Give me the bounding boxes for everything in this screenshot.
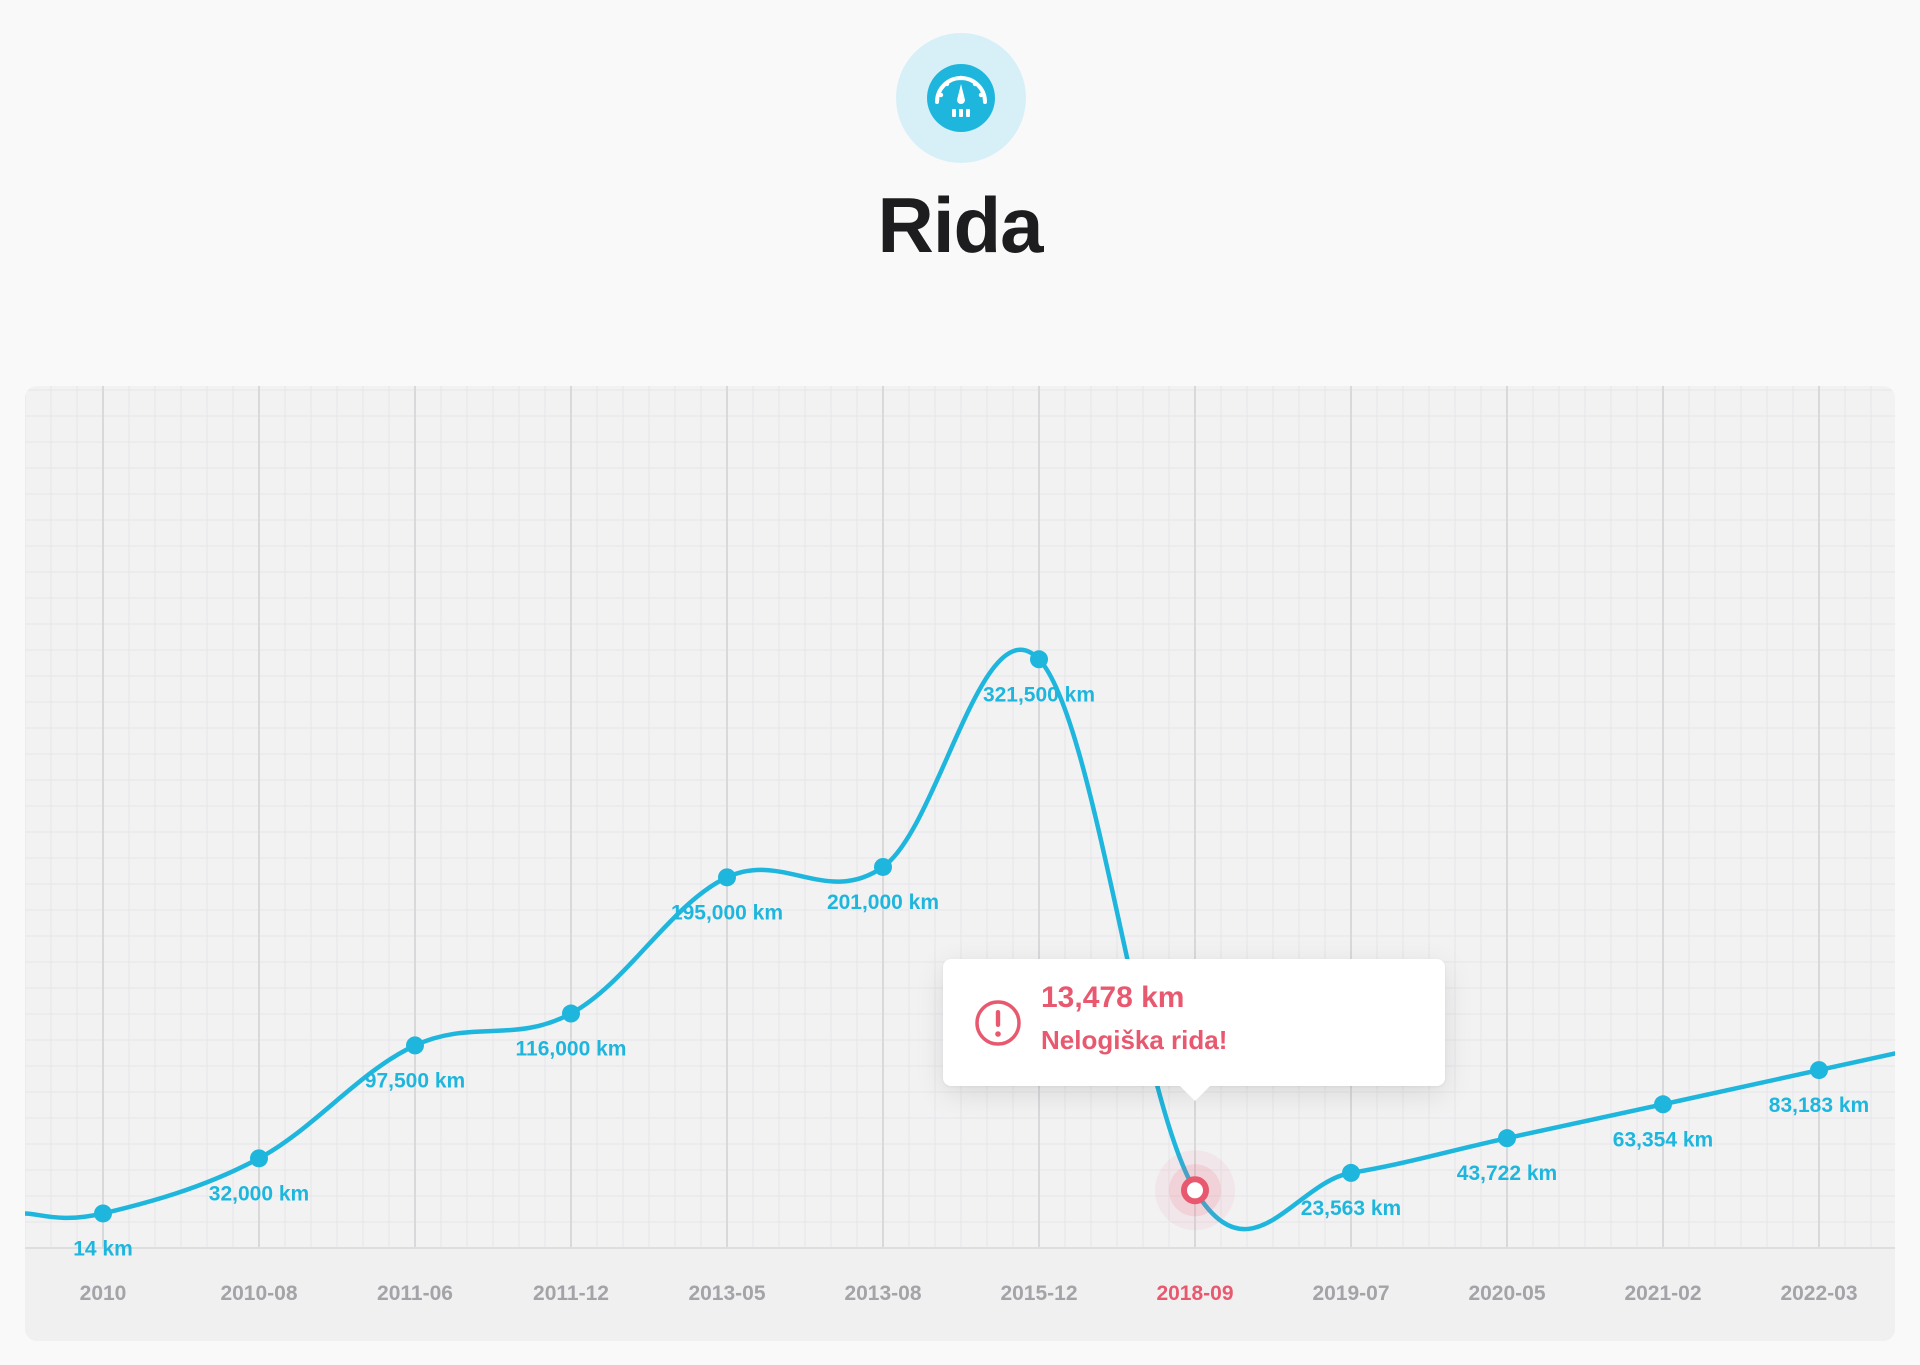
data-point	[1654, 1095, 1672, 1114]
x-tick-label: 2011-06	[377, 1282, 453, 1305]
data-label: 116,000 km	[516, 1038, 627, 1061]
data-label: 32,000 km	[209, 1182, 309, 1205]
x-tick-label: 2013-05	[688, 1282, 765, 1305]
data-label: 195,000 km	[671, 901, 783, 924]
x-tick-label-highlight: 2018-09	[1156, 1282, 1233, 1305]
data-label: 23,563 km	[1301, 1197, 1401, 1220]
data-point	[406, 1036, 424, 1055]
series-line	[25, 647, 1895, 1232]
data-label: 83,183 km	[1769, 1094, 1869, 1117]
data-point	[1498, 1129, 1516, 1148]
x-tick-label: 2010	[80, 1282, 127, 1305]
data-point	[1342, 1163, 1360, 1182]
odometer-icon	[927, 64, 995, 132]
x-axis-band	[25, 1248, 1895, 1341]
x-tick-label: 2021-02	[1624, 1282, 1701, 1305]
data-point	[1810, 1061, 1828, 1080]
x-tick-label: 2015-12	[1000, 1282, 1077, 1305]
data-label: 201,000 km	[827, 891, 939, 914]
data-point	[94, 1204, 112, 1223]
data-label: 97,500 km	[365, 1069, 465, 1092]
page-title: Rida	[877, 181, 1043, 269]
x-tick-label: 2020-05	[1468, 1282, 1545, 1305]
x-tick-label: 2019-07	[1312, 1282, 1389, 1305]
data-label: 63,354 km	[1613, 1128, 1713, 1151]
tooltip-message: Nelogiška rida!	[1041, 1025, 1228, 1055]
tooltip: 13,478 km Nelogiška rida!	[943, 959, 1445, 1101]
exclamation-circle-icon	[975, 1000, 1021, 1046]
x-tick-label: 2013-08	[844, 1282, 921, 1305]
x-tick-label: 2022-03	[1780, 1282, 1857, 1305]
data-point	[250, 1149, 268, 1168]
data-label: 43,722 km	[1457, 1162, 1557, 1185]
chart-svg: 14 km 32,000 km 97,500 km 116,000 km 195,000…	[25, 386, 1895, 1341]
x-tick-label: 2011-12	[533, 1282, 609, 1305]
x-tick-label: 2010-08	[220, 1282, 297, 1305]
data-point-alert	[1181, 1176, 1209, 1205]
odometer-icon-badge	[896, 33, 1026, 163]
data-point	[718, 868, 736, 887]
mileage-chart: 14 km 32,000 km 97,500 km 116,000 km 195,000…	[25, 386, 1895, 1341]
data-point	[874, 857, 892, 876]
data-point	[1030, 650, 1048, 669]
data-label: 14 km	[73, 1237, 133, 1260]
tooltip-value: 13,478 km	[1041, 981, 1185, 1014]
data-label: 321,500 km	[983, 683, 1095, 706]
data-point	[562, 1004, 580, 1023]
